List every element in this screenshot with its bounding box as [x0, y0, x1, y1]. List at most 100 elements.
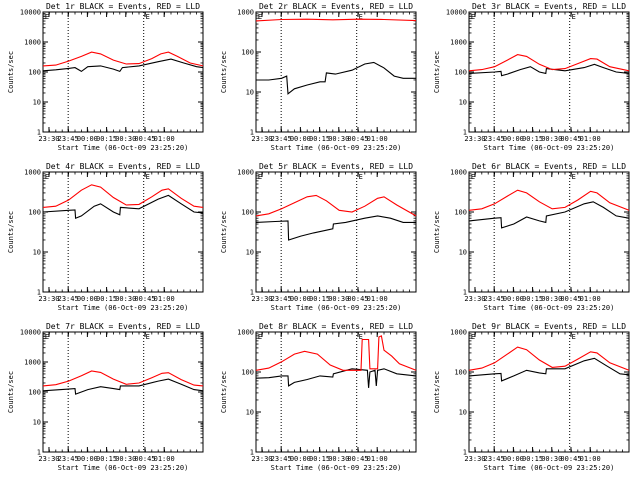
x-tick-label: 01:00: [367, 135, 388, 143]
y-tick-label: 1: [463, 129, 467, 137]
x-tick-label: 23:30: [464, 135, 485, 143]
y-tick-label: 1000: [24, 169, 41, 177]
x-tick-label: 01:00: [154, 455, 175, 463]
y-tick-label: 1: [37, 449, 41, 457]
x-tick-label: 00:30: [115, 135, 136, 143]
series-line-lld: [255, 335, 417, 371]
x-tick-label: 00:30: [541, 135, 562, 143]
plot-frame: [255, 331, 417, 453]
x-axis-label: Start Time (06-Oct-09 23:25:20): [58, 464, 189, 472]
x-axis-label: Start Time (06-Oct-09 23:25:20): [58, 304, 189, 312]
detector-chart-7: Det 7r BLACK = Events, RED = LLD 1 10 100 10…: [7, 322, 204, 472]
x-tick-label: 23:45: [58, 455, 79, 463]
y-tick-label: 10: [246, 89, 254, 97]
y-tick-label: 100: [241, 369, 254, 377]
detector-chart-9: Det 9r BLACK = Events, RED = LLD 1 10 100 10…: [433, 322, 630, 472]
x-tick-label: 00:00: [77, 295, 98, 303]
x-tick-label: 00:45: [347, 455, 368, 463]
y-axis-label: Counts/sec: [220, 371, 228, 413]
y-tick-label: 1000: [450, 329, 467, 337]
marker-label: E: [572, 13, 576, 21]
y-axis-label: Counts/sec: [7, 371, 15, 413]
detector-chart-4: Det 4r BLACK = Events, RED = LLD 1 10 100 10…: [7, 162, 204, 312]
chart-title: Det 6r BLACK = Events, RED = LLD: [472, 162, 626, 171]
series-line-events: [42, 378, 204, 395]
series-line-events: [255, 215, 416, 241]
chart-title: Det 5r BLACK = Events, RED = LLD: [259, 162, 413, 171]
y-tick-label: 10: [33, 419, 41, 427]
series-line-lld: [42, 370, 204, 387]
plot-frame: [468, 331, 630, 453]
y-tick-label: 1: [37, 129, 41, 137]
chart-title: Det 2r BLACK = Events, RED = LLD: [259, 2, 413, 11]
marker-label: E: [45, 13, 49, 21]
y-axis-label: Counts/sec: [220, 51, 228, 93]
x-axis-label: Start Time (06-Oct-09 23:25:20): [271, 304, 402, 312]
y-tick-label: 100: [454, 369, 467, 377]
series-line-events: [42, 58, 204, 73]
x-tick-label: 00:30: [115, 295, 136, 303]
y-tick-label: 1000: [24, 39, 41, 47]
y-tick-label: 100: [28, 69, 41, 77]
detector-chart-2: Det 2r BLACK = Events, RED = LLD 1 10 100 10…: [220, 2, 417, 152]
x-tick-label: 00:00: [290, 295, 311, 303]
y-axis-label: Counts/sec: [433, 371, 441, 413]
y-tick-label: 100: [454, 69, 467, 77]
y-tick-label: 100: [241, 209, 254, 217]
x-tick-label: 00:45: [560, 455, 581, 463]
x-tick-label: 23:30: [464, 295, 485, 303]
x-tick-label: 23:45: [484, 455, 505, 463]
x-tick-label: 23:45: [271, 295, 292, 303]
marker-label: E: [359, 13, 363, 21]
x-tick-label: 00:45: [560, 295, 581, 303]
y-tick-label: 10: [246, 249, 254, 257]
x-tick-label: 00:15: [309, 295, 330, 303]
x-tick-label: 00:15: [522, 455, 543, 463]
y-axis-label: Counts/sec: [7, 51, 15, 93]
y-tick-label: 1: [250, 289, 254, 297]
x-tick-label: 00:15: [96, 135, 117, 143]
y-tick-label: 1: [37, 289, 41, 297]
x-tick-label: 00:30: [328, 135, 349, 143]
x-axis-label: Start Time (06-Oct-09 23:25:20): [484, 304, 615, 312]
x-tick-label: 00:30: [541, 295, 562, 303]
marker-label: E: [146, 333, 150, 341]
x-tick-label: 23:45: [484, 135, 505, 143]
y-tick-label: 1000: [237, 329, 254, 337]
x-axis-label: Start Time (06-Oct-09 23:25:20): [271, 464, 402, 472]
y-tick-label: 1: [463, 289, 467, 297]
x-tick-label: 00:30: [541, 455, 562, 463]
x-tick-label: 01:00: [154, 135, 175, 143]
x-tick-label: 00:15: [96, 295, 117, 303]
series-line-lld: [42, 184, 204, 208]
x-tick-label: 01:00: [580, 135, 601, 143]
series-line-events: [468, 63, 630, 77]
plot-frame: [42, 11, 204, 133]
y-tick-label: 10000: [20, 329, 41, 337]
y-tick-label: 10: [33, 249, 41, 257]
x-tick-label: 00:30: [115, 455, 136, 463]
series-line-lld: [468, 346, 630, 371]
series-line-events: [42, 194, 204, 219]
series-line-lld: [255, 18, 417, 22]
x-tick-label: 23:30: [464, 455, 485, 463]
y-tick-label: 100: [28, 389, 41, 397]
y-tick-label: 1000: [237, 169, 254, 177]
chart-title: Det 3r BLACK = Events, RED = LLD: [472, 2, 626, 11]
plot-frame: [42, 171, 204, 293]
y-tick-label: 100: [28, 209, 41, 217]
x-tick-label: 00:00: [290, 135, 311, 143]
x-tick-label: 00:15: [522, 135, 543, 143]
chart-title: Det 1r BLACK = Events, RED = LLD: [46, 2, 200, 11]
plot-frame: [468, 171, 630, 293]
x-tick-label: 23:30: [38, 135, 59, 143]
x-tick-label: 23:30: [38, 455, 59, 463]
x-tick-label: 23:45: [271, 135, 292, 143]
detector-chart-1: Det 1r BLACK = Events, RED = LLD 1 10 100 10…: [7, 2, 204, 152]
x-tick-label: 01:00: [367, 455, 388, 463]
marker-label: E: [572, 173, 576, 181]
chart-title: Det 4r BLACK = Events, RED = LLD: [46, 162, 200, 171]
y-tick-label: 10: [459, 99, 467, 107]
x-tick-label: 01:00: [367, 295, 388, 303]
